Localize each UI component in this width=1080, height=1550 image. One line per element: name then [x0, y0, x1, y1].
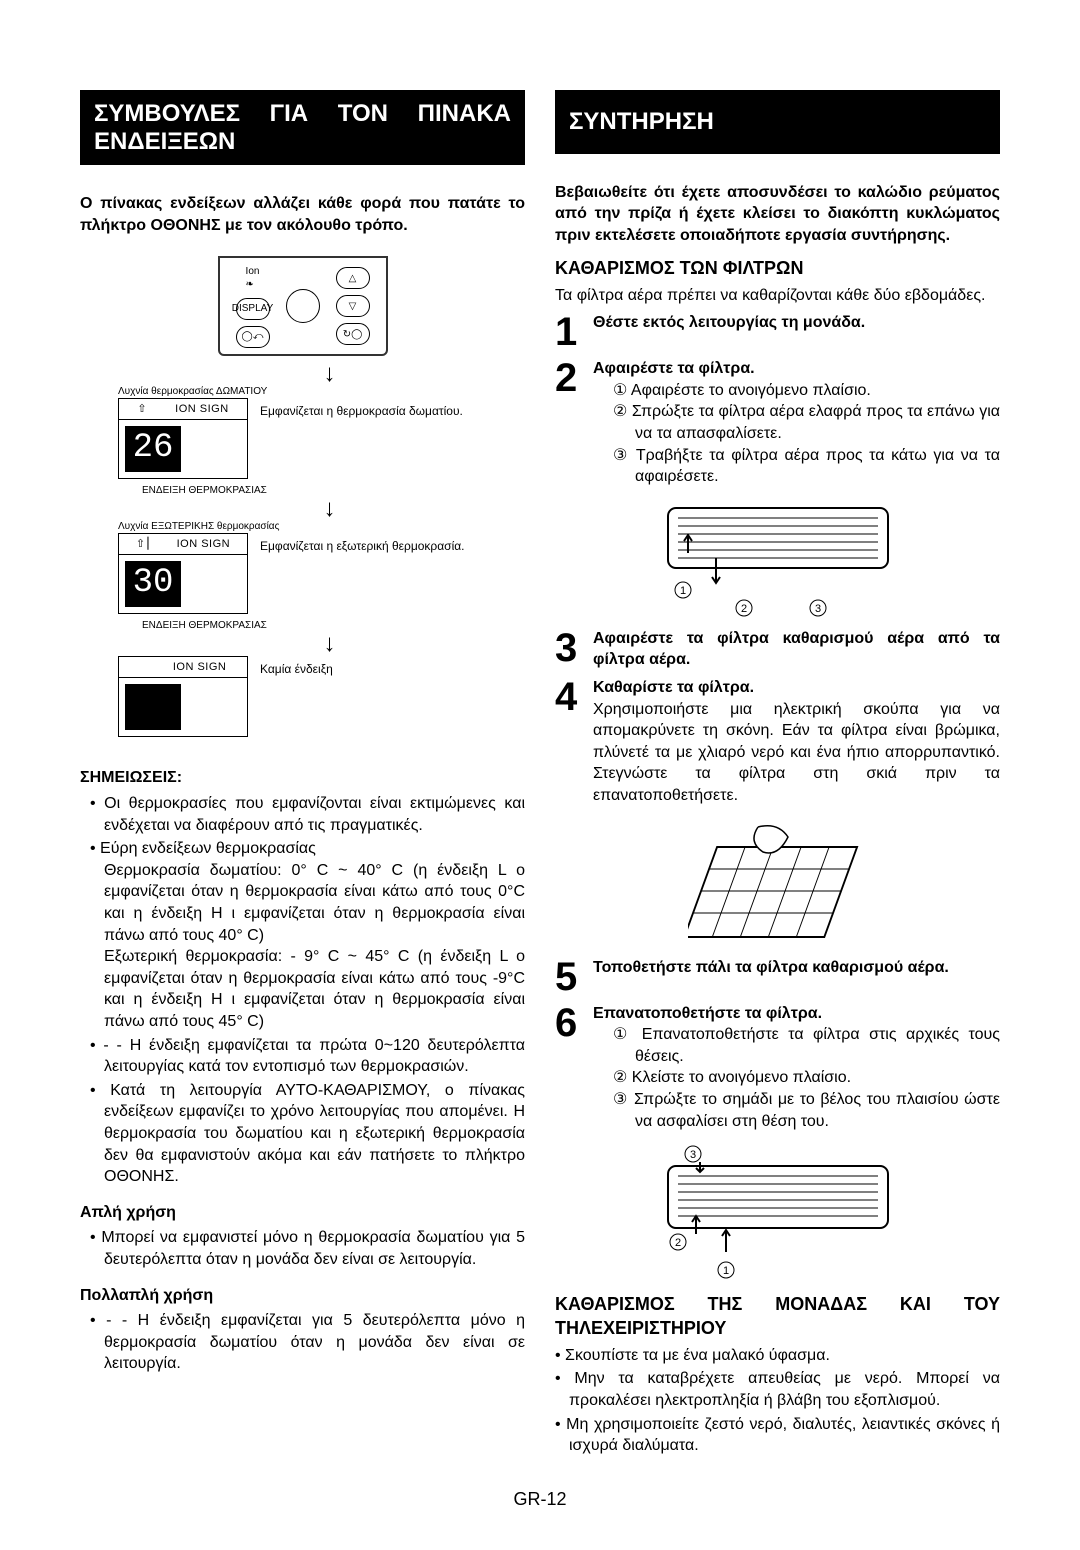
left-header: ΣΥΜΒΟΥΛΕΣ ΓΙΑ ΤΟΝ ΠΙΝΑΚΑ ΕΝΔΕΙΞΕΩΝ [80, 90, 525, 165]
step-number: 2 [555, 358, 583, 398]
room-lamp-label: Λυχνία θερμοκρασίας ΔΩΜΑΤΙΟΥ [118, 386, 525, 398]
clean-unit-title: ΚΑΘΑΡΙΣΜΟΣ ΤΗΣ ΜΟΝΑΔΑΣ ΚΑΙ ΤΟΥ ΤΗΛΕΧΕΙΡΙ… [555, 1292, 1000, 1341]
page-number: GR-12 [80, 1489, 1000, 1510]
list-item: Μπορεί να εμφανιστεί μόνο η θερμοκρασία … [90, 1227, 525, 1270]
two-columns: ΣΥΜΒΟΥΛΕΣ ΓΙΑ ΤΟΝ ΠΙΝΑΚΑ ΕΝΔΕΙΞΕΩΝ Ο πίν… [80, 90, 1000, 1459]
step-title: Τοποθετήστε πάλι τα φίλτρα καθαρισμού αέ… [593, 959, 949, 976]
step-6-sublist: ① Επανατοποθετήστε τα φίλτρα στις αρχικέ… [593, 1024, 1000, 1132]
svg-text:1: 1 [722, 1265, 728, 1277]
flow-arrow-icon: ↓ [134, 364, 525, 383]
step-4: 4 Καθαρίστε τα φίλτρα. Χρησιμοποιήστε μι… [555, 677, 1000, 807]
state2-caption: Εμφανίζεται η εξωτερική θερμοκρασία. [260, 533, 465, 553]
remote-diagram: Ion❧ DISPLAY ◯⤺ △ ▽ ↻◯ [80, 256, 525, 362]
svg-text:3: 3 [814, 603, 820, 615]
list-item: ① Αφαιρέστε το ανοιγόμενο πλαίσιο. [613, 380, 1000, 402]
notes-title: ΣΗΜΕΙΩΣΕΙΣ: [80, 767, 525, 789]
display-state-2: ⇧⎮ ION SIGN 30 Εμφανίζεται η εξωτερική θε… [118, 533, 525, 615]
list-item: ③ Τραβήξτε τα φίλτρα αέρα προς τα κάτω γ… [613, 445, 1000, 488]
remote-btn-icon: ◯⤺ [236, 326, 270, 348]
temp-value: 30 [125, 561, 181, 607]
multi-use-title: Πολλαπλή χρήση [80, 1285, 525, 1307]
list-item: Μη χρησιμοποιείτε ζεστό νερό, διαλυτές, … [555, 1414, 1000, 1457]
step-number: 3 [555, 628, 583, 668]
temp-value: 26 [125, 426, 181, 472]
list-item: - - Η ένδειξη εμφανίζεται για 5 δευτερόλ… [90, 1310, 525, 1375]
svg-text:2: 2 [674, 1237, 680, 1249]
left-column: ΣΥΜΒΟΥΛΕΣ ΓΙΑ ΤΟΝ ΠΙΝΑΚΑ ΕΝΔΕΙΞΕΩΝ Ο πίν… [80, 90, 525, 1459]
filters-section-title: ΚΑΘΑΡΙΣΜΟΣ ΤΩΝ ΦΙΛΤΡΩΝ [555, 256, 1000, 280]
svg-text:2: 2 [740, 603, 746, 615]
filters-intro: Τα φίλτρα αέρα πρέπει να καθαρίζονται κά… [555, 285, 1000, 307]
remote-dial-icon [286, 289, 320, 323]
display-state-1: ⇧ ION SIGN 26 Εμφανίζεται η θερμοκρασία δ… [118, 398, 525, 480]
note-item: Κατά τη λειτουργία ΑΥΤΟ-ΚΑΘΑΡΙΣΜΟΥ, ο πί… [90, 1080, 525, 1188]
step-1: 1 Θέστε εκτός λειτουργίας τη μονάδα. [555, 312, 1000, 352]
note-item: Οι θερμοκρασίες που εμφανίζονται είναι ε… [90, 793, 525, 836]
step-title: Επανατοποθετήστε τα φίλτρα. [593, 1005, 822, 1022]
flow-arrow-icon: ↓ [134, 499, 525, 518]
list-item: ③ Σπρώξτε το σημάδι με το βέλος του πλαι… [613, 1089, 1000, 1132]
step-5: 5 Τοποθετήστε πάλι τα φίλτρα καθαρισμού … [555, 957, 1000, 997]
state1-caption: Εμφανίζεται η θερμοκρασία δωματίου. [260, 398, 463, 418]
step-number: 4 [555, 677, 583, 717]
step-title: Αφαιρέστε τα φίλτρα καθαρισμού αέρα από … [593, 630, 1000, 669]
right-column: ΣΥΝΤΗΡΗΣΗ Βεβαιωθείτε ότι έχετε αποσυνδέ… [555, 90, 1000, 1459]
step-4-body: Χρησιμοποιήστε μια ηλεκτρική σκούπα για … [593, 699, 1000, 807]
state3-caption: Καμία ένδειξη [260, 656, 333, 676]
step-6: 6 Επανατοποθετήστε τα φίλτρα. ① Επανατοπ… [555, 1003, 1000, 1133]
step-number: 6 [555, 1003, 583, 1043]
display-button-icon: DISPLAY [236, 298, 270, 320]
step-title: Καθαρίστε τα φίλτρα. [593, 679, 754, 696]
clean-unit-list: Σκουπίστε τα με ένα μαλακό ύφασμα. Μην τ… [555, 1345, 1000, 1457]
step-title: Θέστε εκτός λειτουργίας τη μονάδα. [593, 314, 865, 331]
step-title: Αφαιρέστε τα φίλτρα. [593, 360, 755, 377]
mode-button-icon: ↻◯ [336, 323, 370, 345]
up-button-icon: △ [336, 267, 370, 289]
flow-arrow-icon: ↓ [134, 634, 525, 653]
step-2: 2 Αφαιρέστε τα φίλτρα. ① Αφαιρέστε το αν… [555, 358, 1000, 488]
step-number: 5 [555, 957, 583, 997]
page: ΣΥΜΒΟΥΛΕΣ ΓΙΑ ΤΟΝ ΠΙΝΑΚΑ ΕΝΔΕΙΞΕΩΝ Ο πίν… [0, 0, 1080, 1550]
filter-wash-figure [555, 817, 1000, 947]
left-intro: Ο πίνακας ενδείξεων αλλάζει κάθε φορά πο… [80, 193, 525, 236]
simple-use-title: Απλή χρήση [80, 1202, 525, 1224]
outdoor-lamp-label: Λυχνία ΕΞΩΤΕΡΙΚΗΣ θερμοκρασίας [118, 521, 525, 533]
step-3: 3 Αφαιρέστε τα φίλτρα καθαρισμού αέρα απ… [555, 628, 1000, 671]
maintenance-warning: Βεβαιωθείτε ότι έχετε αποσυνδέσει το καλ… [555, 182, 1000, 247]
svg-text:1: 1 [679, 585, 685, 597]
svg-text:3: 3 [689, 1149, 695, 1161]
list-item: ② Κλείστε το ανοιγόμενο πλαίσιο. [613, 1067, 1000, 1089]
filter-reinstall-figure: 3 2 1 [555, 1142, 1000, 1282]
house-outdoor-icon: ⇧⎮ [136, 537, 151, 552]
list-item: ① Επανατοποθετήστε τα φίλτρα στις αρχικέ… [613, 1024, 1000, 1067]
temp-value [125, 684, 181, 730]
house-icon: ⇧ [137, 402, 146, 417]
list-item: Μην τα καταβρέχετε απευθείας με νερό. Μπ… [555, 1368, 1000, 1411]
filter-removal-figure: 1 2 3 [555, 498, 1000, 618]
right-header: ΣΥΝΤΗΡΗΣΗ [555, 90, 1000, 154]
ion-sign-label: ION SIGN [177, 537, 231, 552]
list-item: Σκουπίστε τα με ένα μαλακό ύφασμα. [555, 1345, 1000, 1367]
down-button-icon: ▽ [336, 295, 370, 317]
multi-use-list: - - Η ένδειξη εμφανίζεται για 5 δευτερόλ… [80, 1310, 525, 1375]
note-item: Εύρη ενδείξεων θερμοκρασίας Θερμοκρασία … [90, 838, 525, 1032]
simple-use-list: Μπορεί να εμφανιστεί μόνο η θερμοκρασία … [80, 1227, 525, 1270]
note-item: - - Η ένδειξη εμφανίζεται τα πρώτα 0~120… [90, 1035, 525, 1078]
step-number: 1 [555, 312, 583, 352]
notes-list: Οι θερμοκρασίες που εμφανίζονται είναι ε… [80, 793, 525, 1188]
step-2-sublist: ① Αφαιρέστε το ανοιγόμενο πλαίσιο. ② Σπρ… [593, 380, 1000, 488]
display-state-3: ION SIGN Καμία ένδειξη [118, 656, 525, 738]
list-item: ② Σπρώξτε τα φίλτρα αέρα ελαφρά προς τα … [613, 401, 1000, 444]
ion-sign-label: ION SIGN [173, 660, 227, 675]
ion-sign-label: ION SIGN [175, 402, 229, 417]
